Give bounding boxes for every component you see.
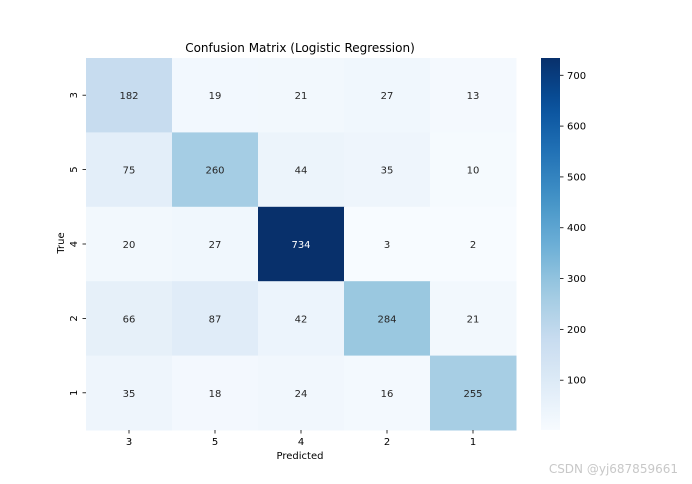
cell-value-label: 35 xyxy=(123,389,136,400)
cell-value-label: 182 xyxy=(119,91,138,102)
heatmap-cell xyxy=(172,132,259,208)
cell-value-label: 66 xyxy=(123,314,136,325)
x-tick-label: 1 xyxy=(470,437,476,448)
cell-value-label: 27 xyxy=(381,91,394,102)
cell-value-label: 18 xyxy=(209,389,222,400)
heatmap-cell xyxy=(86,206,173,282)
x-tick-label: 2 xyxy=(384,437,390,448)
colorbar-tick-label: 200 xyxy=(567,325,586,336)
heatmap-cell xyxy=(430,281,517,357)
cell-value-label: 255 xyxy=(463,389,482,400)
heatmap-cell xyxy=(86,132,173,208)
y-tick-label: 4 xyxy=(69,241,80,247)
heatmap-cell xyxy=(344,355,431,431)
colorbar-tick-label: 400 xyxy=(567,223,586,234)
cell-value-label: 42 xyxy=(295,314,308,325)
heatmap-cell xyxy=(86,58,173,133)
heatmap-cell xyxy=(258,355,345,431)
colorbar-tick-label: 500 xyxy=(567,172,586,183)
y-tick-label: 2 xyxy=(69,315,80,321)
chart-title: Confusion Matrix (Logistic Regression) xyxy=(185,41,415,55)
x-tick-label: 3 xyxy=(126,437,132,448)
cell-value-label: 21 xyxy=(295,91,308,102)
cell-value-label: 87 xyxy=(209,314,222,325)
cell-value-label: 3 xyxy=(384,240,390,251)
cell-value-label: 20 xyxy=(123,240,136,251)
x-axis-label: Predicted xyxy=(277,451,324,462)
cell-value-label: 2 xyxy=(470,240,476,251)
heatmap-cell xyxy=(258,206,345,282)
cell-value-label: 16 xyxy=(381,389,394,400)
y-tick-label: 1 xyxy=(69,390,80,396)
colorbar xyxy=(541,58,560,430)
cell-value-label: 13 xyxy=(467,91,480,102)
heatmap-cell xyxy=(344,281,431,357)
heatmap-cell xyxy=(344,206,431,282)
heatmap-cell xyxy=(430,58,517,133)
x-tick-label: 4 xyxy=(298,437,304,448)
cell-value-label: 734 xyxy=(291,240,310,251)
heatmap-cell xyxy=(344,58,431,133)
cell-value-label: 10 xyxy=(467,166,480,177)
heatmap-cell xyxy=(258,132,345,208)
heatmap-cells xyxy=(86,58,517,431)
cell-value-label: 24 xyxy=(295,389,308,400)
cell-value-label: 75 xyxy=(123,166,136,177)
heatmap-cell xyxy=(172,281,259,357)
heatmap-cell xyxy=(344,132,431,208)
heatmap-cell xyxy=(258,58,345,133)
watermark: CSDN @yj687859661 xyxy=(548,462,678,476)
heatmap-cell xyxy=(86,355,173,431)
colorbar-tick-label: 100 xyxy=(567,376,586,387)
y-tick-label: 3 xyxy=(69,92,80,98)
cell-value-label: 44 xyxy=(295,166,308,177)
heatmap-cell xyxy=(86,281,173,357)
y-axis-ticks: 3 5 4 2 1 xyxy=(69,92,86,396)
colorbar-tick-label: 700 xyxy=(567,71,586,82)
y-axis-label: True xyxy=(56,232,67,254)
colorbar-tick-label: 600 xyxy=(567,122,586,133)
heatmap-cell xyxy=(430,132,517,208)
colorbar-tick-label: 300 xyxy=(567,274,586,285)
heatmap-cell xyxy=(172,206,259,282)
cell-annotations: 182 19 21 27 13 75 260 44 35 10 20 27 734 3 2 66 87 42 284… xyxy=(119,91,482,400)
x-axis-ticks: 3 5 4 2 1 xyxy=(126,430,476,448)
cell-value-label: 19 xyxy=(209,91,222,102)
heatmap-cell xyxy=(172,58,259,133)
heatmap-cell xyxy=(172,355,259,431)
colorbar-ticks: 100 200 300 400 500 600 700 xyxy=(560,71,586,387)
heatmap-cell xyxy=(258,281,345,357)
cell-value-label: 260 xyxy=(205,166,224,177)
cell-value-label: 27 xyxy=(209,240,222,251)
heatmap-cell xyxy=(430,206,517,282)
cell-value-label: 284 xyxy=(377,314,396,325)
cell-value-label: 21 xyxy=(467,314,480,325)
heatmap-cell xyxy=(430,355,517,431)
x-tick-label: 5 xyxy=(212,437,218,448)
y-tick-label: 5 xyxy=(69,166,80,172)
cell-value-label: 35 xyxy=(381,166,394,177)
